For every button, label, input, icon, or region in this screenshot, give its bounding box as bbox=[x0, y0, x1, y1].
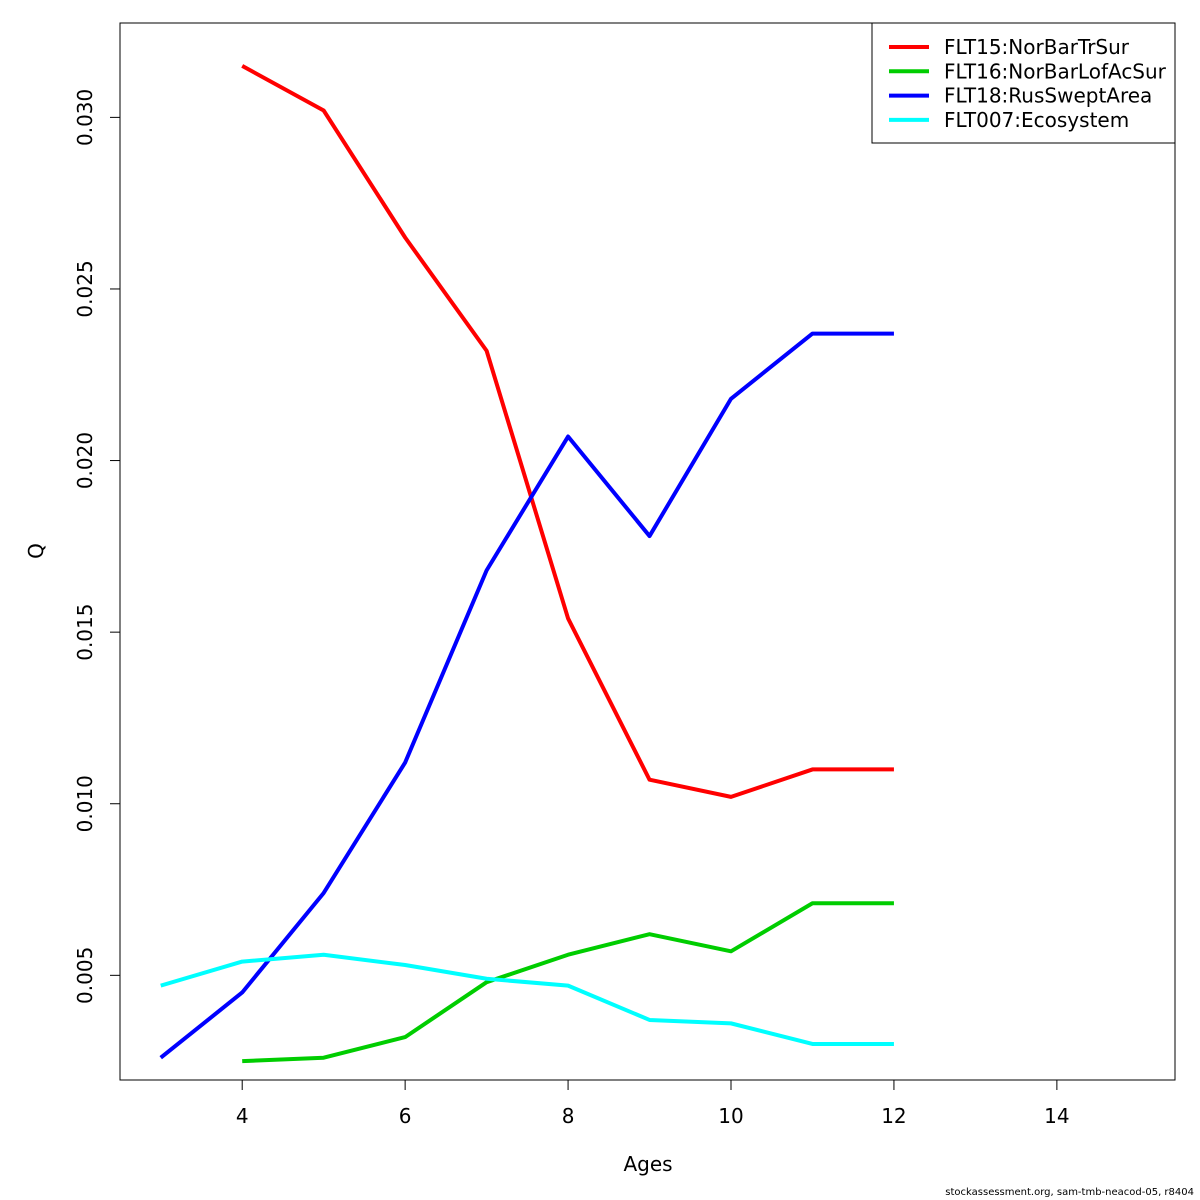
y-tick-label: 0.030 bbox=[73, 89, 97, 146]
legend-box bbox=[871, 22, 1176, 144]
series-line-1 bbox=[242, 901, 894, 1064]
y-tick-label: 0.015 bbox=[73, 604, 97, 661]
legend: FLT15:NorBarTrSurFLT16:NorBarLofAcSurFLT… bbox=[871, 22, 1176, 144]
y-tick-label: 0.020 bbox=[73, 432, 97, 489]
legend-label: FLT15:NorBarTrSur bbox=[944, 35, 1130, 59]
series-line-0 bbox=[241, 64, 894, 799]
x-axis-title: Ages bbox=[623, 1152, 672, 1176]
y-tick-label: 0.010 bbox=[73, 775, 97, 832]
footer-credit: stockassessment.org, sam-tmb-neacod-05, … bbox=[945, 1187, 1194, 1198]
legend-label: FLT16:NorBarLofAcSur bbox=[944, 59, 1167, 83]
x-tick-label: 12 bbox=[881, 1104, 906, 1128]
y-tick-label: 0.005 bbox=[73, 947, 97, 1004]
y-axis-title: Q bbox=[24, 543, 48, 559]
x-tick-label: 4 bbox=[236, 1104, 249, 1128]
x-tick-label: 6 bbox=[399, 1104, 412, 1128]
plot-frame bbox=[119, 22, 1176, 1081]
series-line-2 bbox=[159, 331, 894, 1060]
x-tick-label: 8 bbox=[562, 1104, 575, 1128]
y-axis: 0.005 0.010 0.015 0.020 0.025 0.030 bbox=[73, 89, 121, 1004]
legend-label: FLT18:RusSweptArea bbox=[944, 84, 1152, 108]
x-axis: 4 6 8 10 12 14 bbox=[236, 1079, 1070, 1128]
x-tick-label: 14 bbox=[1044, 1104, 1069, 1128]
legend-label: FLT007:Ecosystem bbox=[944, 108, 1129, 132]
x-tick-label: 10 bbox=[718, 1104, 743, 1128]
y-tick-label: 0.025 bbox=[73, 260, 97, 317]
series-line-3 bbox=[160, 952, 894, 1046]
